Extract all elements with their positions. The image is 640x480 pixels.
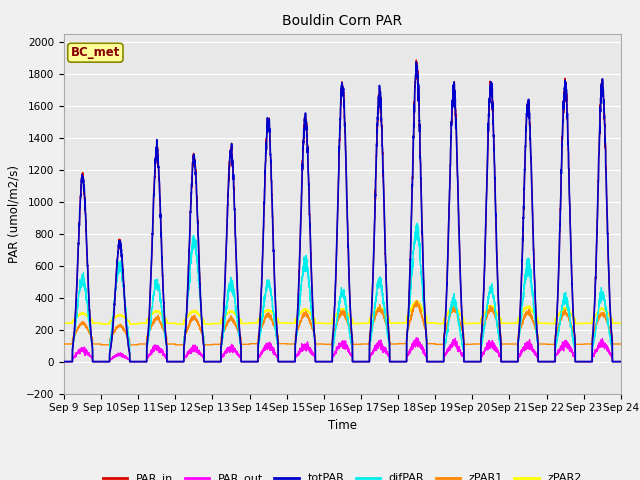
Y-axis label: PAR (umol/m2/s): PAR (umol/m2/s) bbox=[7, 165, 20, 263]
X-axis label: Time: Time bbox=[328, 419, 357, 432]
Title: Bouldin Corn PAR: Bouldin Corn PAR bbox=[282, 14, 403, 28]
Legend: PAR_in, PAR_out, totPAR, difPAR, zPAR1, zPAR2: PAR_in, PAR_out, totPAR, difPAR, zPAR1, … bbox=[99, 469, 586, 480]
Text: BC_met: BC_met bbox=[70, 46, 120, 59]
